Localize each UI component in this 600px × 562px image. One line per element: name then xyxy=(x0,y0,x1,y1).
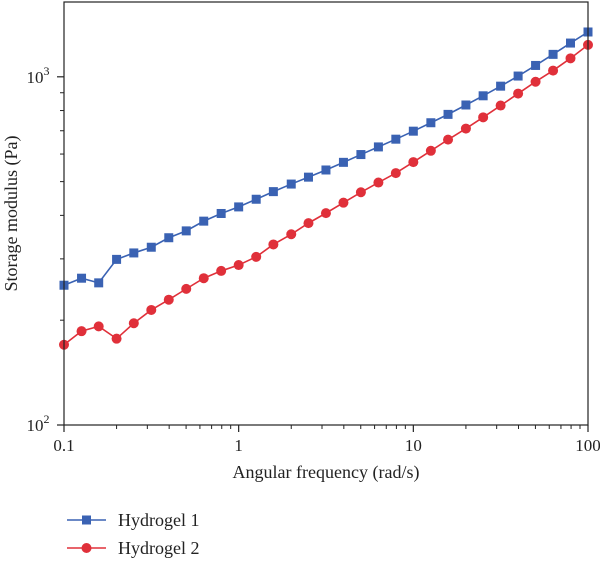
data-point xyxy=(234,202,244,212)
data-point xyxy=(199,216,209,226)
data-point xyxy=(94,278,104,288)
data-point xyxy=(321,165,331,175)
series-layer xyxy=(59,27,593,350)
data-point xyxy=(338,197,349,208)
data-point xyxy=(443,134,454,145)
data-point xyxy=(496,81,506,91)
data-point xyxy=(373,142,383,152)
y-tick-exponent: 2 xyxy=(44,412,50,426)
x-tick-label: 10 xyxy=(405,436,422,455)
data-point xyxy=(443,109,453,119)
series-line xyxy=(63,31,589,286)
data-point xyxy=(111,333,122,344)
data-point xyxy=(303,218,314,229)
data-point xyxy=(408,126,418,136)
series-line xyxy=(63,44,589,346)
data-point xyxy=(530,76,541,87)
data-point xyxy=(268,187,278,197)
legend-label: Hydrogel 2 xyxy=(118,538,199,558)
data-point xyxy=(251,194,261,204)
data-point xyxy=(425,145,436,156)
data-point xyxy=(390,168,401,179)
series-2 xyxy=(59,39,593,350)
data-point xyxy=(268,239,279,250)
data-point xyxy=(146,304,157,315)
x-tick-label: 0.1 xyxy=(53,436,74,455)
plot-frame xyxy=(63,1,589,426)
data-point xyxy=(356,150,366,160)
data-point xyxy=(129,248,139,258)
data-point xyxy=(303,172,313,182)
legend-marker xyxy=(82,515,91,525)
data-point xyxy=(128,318,139,329)
data-point xyxy=(478,91,488,101)
data-point xyxy=(320,208,331,219)
data-point xyxy=(548,65,559,76)
data-point xyxy=(216,265,227,276)
data-point xyxy=(373,177,384,188)
x-axis-title: Angular frequency (rad/s) xyxy=(233,462,420,483)
data-point xyxy=(478,112,489,123)
data-point xyxy=(181,283,192,294)
data-point xyxy=(461,100,471,110)
data-point xyxy=(548,49,558,59)
data-point xyxy=(286,229,297,240)
data-point xyxy=(565,53,576,64)
series-1 xyxy=(59,27,593,290)
legend-item: Hydrogel 1 xyxy=(67,510,199,530)
legend-item: Hydrogel 2 xyxy=(67,538,199,558)
y-tick-exponent: 3 xyxy=(44,64,50,78)
data-point xyxy=(355,187,366,198)
data-point xyxy=(408,157,419,168)
data-point xyxy=(513,88,524,99)
y-tick-base: 10 xyxy=(27,416,44,435)
x-tick-label: 100 xyxy=(575,436,600,455)
legend: Hydrogel 1 Hydrogel 2 xyxy=(67,510,199,558)
legend-marker xyxy=(81,543,92,553)
data-point xyxy=(164,233,174,243)
data-point xyxy=(163,294,174,305)
data-point xyxy=(495,100,506,111)
y-tick-label: 103 xyxy=(27,64,50,87)
data-point xyxy=(198,273,209,284)
data-point xyxy=(531,60,541,70)
data-point xyxy=(513,71,523,81)
data-point xyxy=(181,226,191,236)
data-point xyxy=(93,321,104,332)
data-point xyxy=(286,179,296,189)
y-tick-label: 102 xyxy=(27,412,50,435)
data-point xyxy=(460,123,471,134)
x-tick-label: 1 xyxy=(234,436,243,455)
data-point xyxy=(338,157,348,167)
data-point xyxy=(76,326,87,337)
legend-label: Hydrogel 1 xyxy=(118,510,199,530)
data-point xyxy=(566,38,576,48)
data-point xyxy=(233,260,244,271)
data-point xyxy=(426,118,436,128)
data-point xyxy=(146,242,156,252)
data-point xyxy=(216,208,226,218)
data-point xyxy=(77,273,87,283)
data-point xyxy=(391,134,401,144)
y-tick-base: 10 xyxy=(27,68,44,87)
y-axis-title: Storage modulus (Pa) xyxy=(1,136,22,292)
data-point xyxy=(251,251,262,262)
data-point xyxy=(112,254,122,264)
